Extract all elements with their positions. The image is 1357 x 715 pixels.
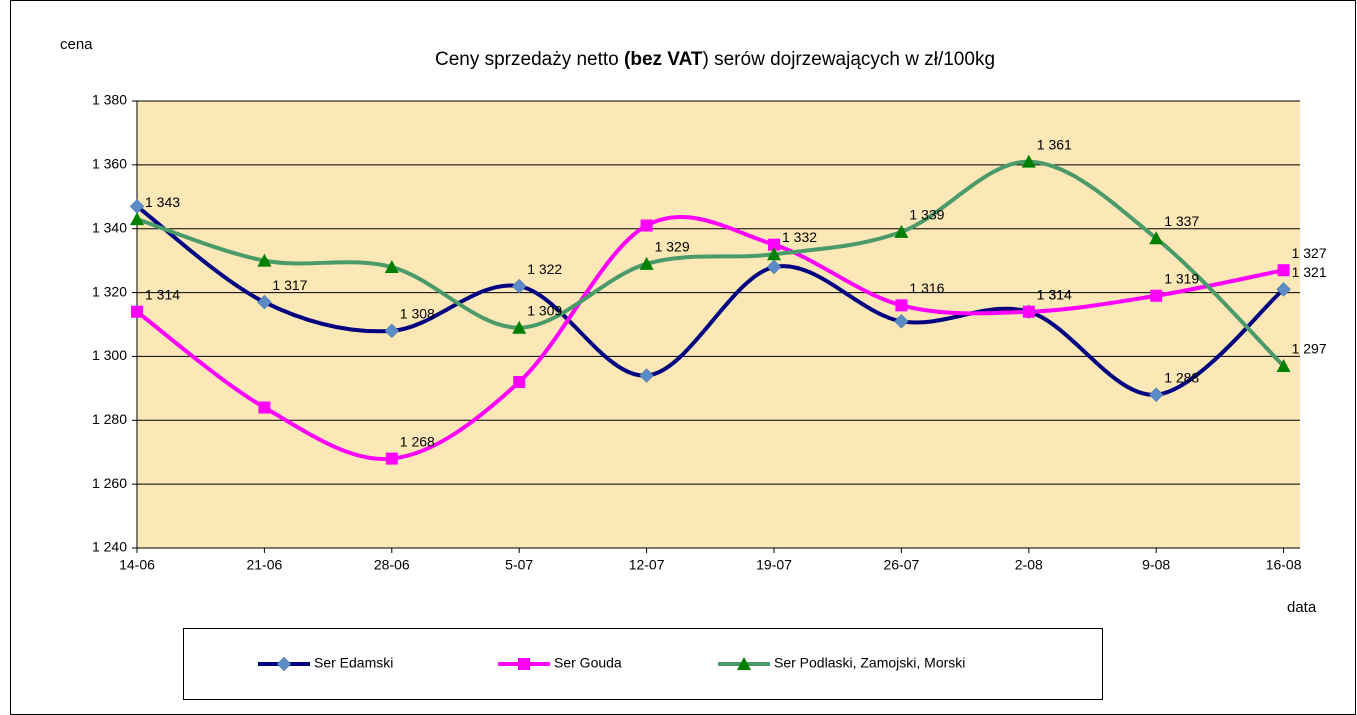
legend-box — [183, 628, 1103, 700]
y-axis-label: cena — [60, 36, 93, 53]
marker — [518, 658, 530, 670]
data-label: 1 343 — [145, 194, 180, 210]
x-tick-label: 16-08 — [1266, 557, 1302, 573]
marker — [1276, 282, 1291, 297]
marker — [511, 278, 527, 294]
marker — [766, 259, 782, 275]
data-label: 1 314 — [1037, 286, 1072, 302]
series-line — [135, 204, 1285, 397]
marker — [258, 401, 271, 414]
data-label: 1 288 — [1164, 369, 1199, 385]
x-tick-label: 21-06 — [246, 557, 282, 573]
marker — [894, 224, 909, 238]
y-tick-label: 1 240 — [92, 539, 127, 555]
x-tick-label: 9-08 — [1142, 557, 1170, 573]
marker — [640, 219, 653, 232]
marker — [737, 657, 751, 670]
data-label: 1 329 — [655, 239, 690, 255]
marker — [130, 212, 144, 226]
legend-label: Ser Podlaski, Zamojski, Morski — [774, 655, 965, 671]
data-label: 1 322 — [527, 261, 562, 277]
plot-area — [137, 101, 1300, 548]
data-label: 1 308 — [400, 306, 435, 322]
marker — [384, 323, 400, 339]
data-label: 1 314 — [145, 286, 180, 302]
data-label: 1 361 — [1037, 136, 1072, 152]
legend-label: Ser Edamski — [314, 655, 393, 671]
title-bold: (bez VAT — [624, 49, 703, 70]
marker — [639, 256, 654, 270]
series-line — [135, 215, 1284, 461]
marker — [257, 253, 272, 267]
data-label: 1 297 — [1292, 341, 1327, 357]
data-label: 1 327 — [1292, 245, 1327, 261]
data-label: 1 309 — [527, 302, 562, 318]
marker — [1148, 387, 1164, 403]
marker — [895, 299, 908, 312]
y-tick-label: 1 360 — [92, 156, 127, 172]
marker — [1022, 305, 1035, 318]
marker — [1021, 154, 1036, 168]
data-label: 1 317 — [272, 277, 307, 293]
title-part: ) serów dojrzewających w zł/100kg — [703, 49, 996, 70]
chart-title: Ceny sprzedaży netto (bez VAT) serów doj… — [435, 49, 995, 70]
marker — [1150, 289, 1163, 302]
marker — [1276, 359, 1291, 373]
marker — [131, 305, 143, 318]
data-label: 1 339 — [909, 207, 944, 223]
series-line — [136, 159, 1286, 368]
data-label: 1 316 — [909, 280, 944, 296]
marker — [385, 452, 398, 465]
y-tick-label: 1 300 — [92, 347, 127, 363]
data-label: 1 337 — [1164, 213, 1199, 229]
marker — [768, 238, 780, 251]
marker — [257, 294, 272, 310]
data-label: 1 319 — [1164, 270, 1199, 286]
y-tick-label: 1 380 — [92, 92, 127, 108]
marker — [513, 375, 526, 388]
marker — [276, 656, 292, 672]
data-label: 1 314 — [1037, 286, 1072, 302]
y-tick-label: 1 260 — [92, 475, 127, 491]
x-tick-label: 5-07 — [505, 557, 533, 573]
title-part: Ceny sprzedaży netto — [435, 49, 624, 70]
data-label: 1 332 — [782, 229, 817, 245]
x-tick-label: 26-07 — [883, 557, 919, 573]
x-tick-label: 2-08 — [1015, 557, 1043, 573]
x-tick-label: 12-07 — [629, 557, 665, 573]
y-tick-label: 1 280 — [92, 411, 127, 427]
marker — [767, 247, 781, 261]
x-axis-label: data — [1287, 599, 1317, 616]
x-tick-label: 28-06 — [374, 557, 410, 573]
marker — [512, 320, 527, 334]
marker — [1149, 231, 1164, 245]
data-label: 1 321 — [1292, 264, 1327, 280]
y-tick-label: 1 320 — [92, 283, 127, 299]
data-label: 1 268 — [400, 433, 435, 449]
marker — [384, 260, 399, 274]
legend-label: Ser Gouda — [554, 655, 622, 671]
x-tick-label: 14-06 — [119, 557, 155, 573]
marker — [1277, 264, 1290, 277]
x-tick-label: 19-07 — [756, 557, 792, 573]
y-tick-label: 1 340 — [92, 219, 127, 235]
marker — [894, 313, 909, 329]
marker — [639, 368, 654, 383]
